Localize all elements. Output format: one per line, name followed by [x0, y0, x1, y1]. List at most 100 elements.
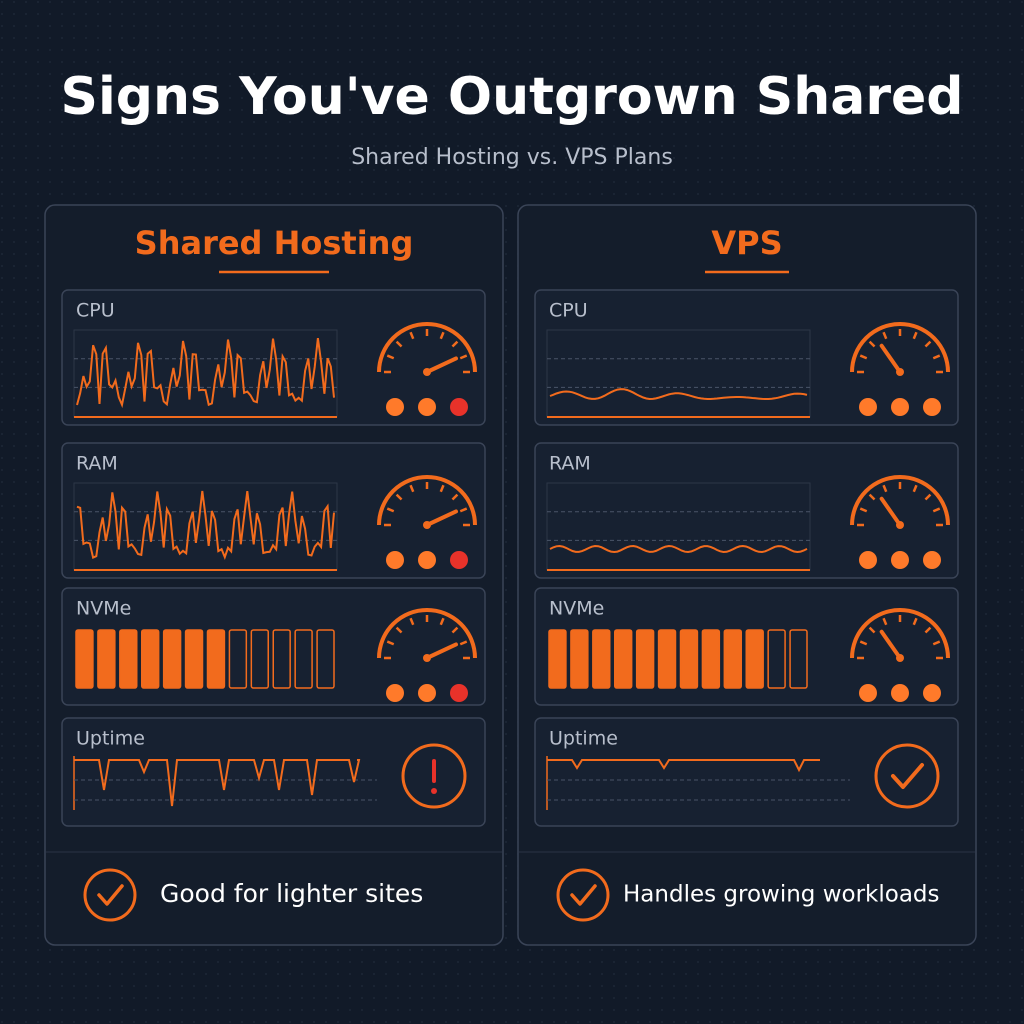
status-dot: [418, 551, 436, 569]
gauge-tick: [932, 507, 941, 513]
usage-segment: [75, 629, 94, 689]
gauge-hub: [423, 654, 431, 662]
usage-segment: [570, 629, 589, 689]
gauge-arc: [377, 475, 477, 526]
usage-segment: [272, 629, 291, 689]
sparkline: [76, 490, 335, 560]
metric-box: [61, 717, 486, 827]
usage-segment: [162, 629, 182, 689]
gauge-tick: [882, 617, 888, 626]
gauge-tick: [912, 617, 918, 626]
panel-heading: Shared Hosting: [135, 224, 414, 262]
metric-box: [534, 442, 959, 579]
metric-label: RAM: [76, 453, 118, 475]
status-dot: [859, 684, 877, 702]
status-dot: [450, 684, 468, 702]
sparkline: [76, 337, 335, 409]
gauge-tick: [386, 640, 395, 646]
usage-segment: [250, 629, 269, 689]
gauge-tick: [409, 331, 415, 340]
gauge-arc: [850, 475, 950, 526]
status-dot: [386, 684, 404, 702]
gauge-hub: [423, 368, 431, 376]
gauge-tick: [459, 640, 468, 646]
metric-box: [534, 289, 959, 426]
gauge-arc: [377, 322, 477, 373]
gauge-hub: [896, 521, 904, 529]
title: Signs You've Outgrown Shared: [61, 67, 964, 127]
usage-segment: [548, 629, 567, 689]
usage-segment: [723, 629, 742, 689]
gauge-tick: [459, 507, 468, 513]
check-mark: [891, 763, 924, 789]
status-dot: [859, 551, 877, 569]
footer-check-circle: [83, 868, 137, 922]
panel-heading: VPS: [711, 224, 782, 262]
status-dot: [923, 684, 941, 702]
usage-segment: [679, 629, 699, 689]
gauge-tick: [395, 626, 403, 634]
status-dot: [891, 398, 909, 416]
usage-segment: [701, 629, 721, 689]
gauge-tick: [451, 626, 459, 634]
gauge-tick: [882, 331, 888, 340]
usage-segment: [141, 629, 160, 689]
usage-segment: [97, 629, 116, 689]
gauge-tick: [868, 340, 876, 348]
gauge-tick: [924, 493, 932, 501]
usage-segment: [789, 629, 808, 689]
gauge-tick: [386, 354, 395, 360]
gauge-hub: [896, 368, 904, 376]
metric-label: NVMe: [76, 598, 131, 620]
gauge-arc: [850, 608, 950, 659]
gauge-tick: [859, 354, 868, 360]
metric-label: NVMe: [549, 598, 604, 620]
status-icon: [401, 743, 467, 809]
gauge-tick: [859, 507, 868, 513]
gauge-hub: [896, 654, 904, 662]
status-dot: [386, 398, 404, 416]
gauge-tick: [924, 340, 932, 348]
gauge-needle: [879, 496, 902, 527]
footer-check-circle: [556, 868, 610, 922]
gauge-tick: [409, 617, 415, 626]
status-icon: [874, 743, 940, 809]
metric-label: Uptime: [549, 728, 618, 750]
footer-text: Good for lighter sites: [160, 879, 423, 908]
uptime-line: [547, 759, 820, 773]
gauge-arc: [850, 322, 950, 373]
gauge-needle: [425, 509, 459, 527]
usage-segment: [316, 629, 335, 689]
gauge-needle: [425, 356, 459, 374]
status-dot: [891, 551, 909, 569]
status-dot: [418, 398, 436, 416]
gauge-tick: [932, 354, 941, 360]
status-dot: [891, 684, 909, 702]
uptime-line: [74, 759, 361, 807]
gauge-tick: [912, 484, 918, 493]
gauge-tick: [451, 493, 459, 501]
status-dot: [450, 551, 468, 569]
status-dot: [418, 684, 436, 702]
metric-box: [61, 442, 486, 579]
usage-segment: [614, 629, 633, 689]
usage-segment: [745, 629, 764, 689]
metric-label: CPU: [76, 300, 115, 322]
usage-segment: [294, 629, 313, 689]
gauge-needle: [425, 642, 459, 660]
gauge-tick: [924, 626, 932, 634]
status-dot: [386, 551, 404, 569]
usage-segment: [657, 629, 677, 689]
gauge-tick: [859, 640, 868, 646]
gauge-tick: [409, 484, 415, 493]
metric-label: Uptime: [76, 728, 145, 750]
metric-label: RAM: [549, 453, 591, 475]
gauge-tick: [882, 484, 888, 493]
gauge-tick: [451, 340, 459, 348]
gauge-tick: [439, 484, 445, 493]
gauge-hub: [423, 521, 431, 529]
usage-segment: [206, 629, 226, 689]
gauge-tick: [439, 331, 445, 340]
